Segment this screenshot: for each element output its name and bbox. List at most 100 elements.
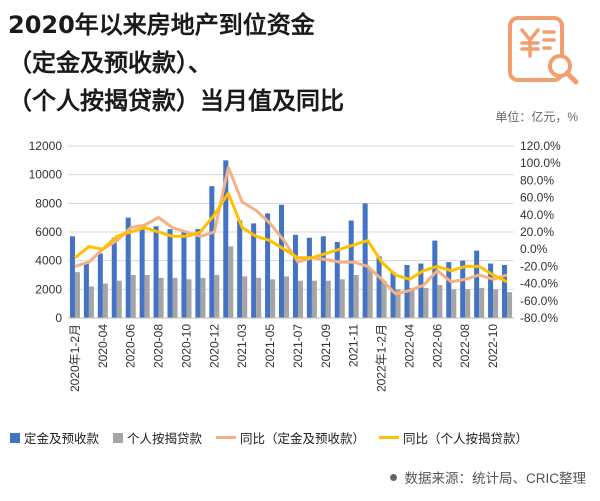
legend-label-series4: 同比（个人按揭贷款） (403, 432, 529, 446)
bar-series1 (418, 263, 424, 318)
bar-series2 (172, 277, 178, 318)
bar-series1 (446, 262, 452, 318)
x-tick-label: 2021-09 (319, 324, 333, 368)
bar-series2 (367, 269, 373, 318)
legend-swatch-series3 (216, 436, 237, 439)
y-right-tick-label: 40.0% (520, 208, 554, 222)
legend-item-series3: 同比（定金及预收款） (216, 428, 365, 447)
bar-series1 (195, 229, 201, 318)
bar-series1 (97, 253, 103, 318)
bar-series1 (362, 203, 368, 318)
bar-series1 (265, 213, 271, 318)
source-note: 数据来源：统计局、CRIC整理 (389, 467, 587, 487)
bar-series2 (74, 272, 80, 318)
bar-series2 (270, 279, 276, 318)
y-right-tick-label: -20.0% (520, 259, 558, 273)
bar-series1 (153, 226, 159, 318)
y-left-tick-label: 12000 (29, 139, 63, 153)
line-series4 (74, 191, 508, 284)
bar-series1 (292, 234, 298, 318)
bar-series1 (237, 220, 243, 318)
bar-series2 (423, 287, 429, 318)
y-left-tick-label: 2000 (35, 282, 62, 296)
x-tick-label: 2021-07 (291, 324, 305, 368)
bar-series1 (139, 229, 145, 318)
title-line-1: 2020年以来房地产到位资金 (8, 11, 315, 39)
bar-series2 (507, 292, 513, 318)
bar-series1 (488, 263, 494, 318)
bar-series2 (186, 279, 192, 318)
y-right-tick-label: 20.0% (520, 225, 554, 239)
y-right-tick-label: 100.0% (520, 156, 561, 170)
bar-series2 (339, 279, 345, 318)
bar-series1 (279, 204, 285, 318)
x-tick-label: 2020-04 (96, 324, 110, 368)
bar-series1 (376, 256, 382, 318)
legend-swatch-series2 (113, 432, 124, 443)
y-right-tick-label: -40.0% (520, 277, 558, 291)
bar-series1 (167, 229, 173, 318)
bar-series2 (200, 277, 206, 318)
y-left-tick-label: 0 (55, 311, 62, 325)
x-tick-label: 2020-06 (124, 324, 138, 368)
bar-series2 (311, 280, 317, 318)
x-tick-label: 2020年1-2月 (68, 324, 82, 392)
bar-series1 (460, 260, 466, 318)
y-right-tick-label: 120.0% (520, 139, 561, 153)
chart-title: 2020年以来房地产到位资金 （定金及预收款）、 （个人按揭贷款）当月值及同比 (8, 6, 468, 120)
bar-series2 (353, 275, 359, 318)
chart-plot: 0 2000 4000 6000 8000 10000 12000 -80.0% -60.0% -… (29, 139, 561, 392)
bar-series1 (209, 186, 215, 318)
bar-series2 (451, 289, 457, 318)
x-tick-label: 2022-10 (486, 324, 500, 368)
bar-series2 (325, 280, 331, 318)
legend-label-series1: 定金及预收款 (24, 432, 100, 446)
bar-series1 (83, 262, 89, 318)
title-line-3: （个人按揭贷款）当月值及同比 (8, 87, 344, 115)
line-series3 (74, 166, 508, 296)
bar-series1 (502, 264, 508, 318)
bar-series1 (69, 236, 75, 318)
bar-series2 (465, 289, 471, 318)
y-right-tick-label: -60.0% (520, 294, 558, 308)
bar-series1 (320, 236, 326, 318)
x-tick-label: 2022年1-2月 (375, 324, 389, 392)
y-right-tick-label: -80.0% (520, 311, 558, 325)
source-label: 数据来源：统计局、CRIC整理 (404, 471, 587, 486)
x-tick-label: 2021-11 (347, 324, 361, 367)
bar-series2 (228, 246, 234, 318)
bar-series1 (181, 232, 187, 318)
bar-series2 (437, 285, 443, 318)
legend: 定金及预收款 个人按揭贷款 同比（定金及预收款） 同比（个人按揭贷款） (10, 428, 590, 447)
source-bullet-icon (389, 473, 397, 481)
bar-series2 (256, 277, 262, 318)
bar-series1 (348, 220, 354, 318)
legend-swatch-series1 (10, 432, 20, 443)
bar-series2 (158, 277, 164, 318)
x-tick-label: 2020-12 (207, 324, 221, 368)
bar-series1 (306, 237, 312, 318)
bar-series2 (88, 286, 94, 318)
bar-series2 (493, 289, 499, 318)
legend-label-series2: 个人按揭贷款 (127, 432, 203, 446)
bar-series2 (116, 280, 122, 318)
bar-series2 (409, 287, 415, 318)
legend-item-series4: 同比（个人按揭贷款） (379, 428, 528, 447)
legend-label-series3: 同比（定金及预收款） (240, 432, 366, 446)
bar-series2 (130, 275, 136, 318)
title-line-2: （定金及预收款）、 (8, 49, 212, 77)
legend-item-series2: 个人按揭贷款 (113, 428, 202, 447)
y-right-tick-label: 80.0% (520, 173, 554, 187)
x-tick-label: 2020-08 (152, 324, 166, 368)
x-tick-label: 2022-06 (430, 324, 444, 368)
bar-series2 (297, 280, 303, 318)
x-tick-label: 2021-03 (235, 324, 249, 368)
x-tick-label: 2021-05 (263, 324, 277, 368)
bar-series1 (125, 217, 131, 318)
x-tick-label: 2022-04 (402, 324, 416, 368)
bar-series2 (214, 275, 220, 318)
y-right-tick-label: 60.0% (520, 191, 554, 205)
unit-label: 单位：亿元，% (495, 110, 578, 124)
bar-series1 (251, 223, 257, 318)
bar-series2 (102, 283, 108, 318)
